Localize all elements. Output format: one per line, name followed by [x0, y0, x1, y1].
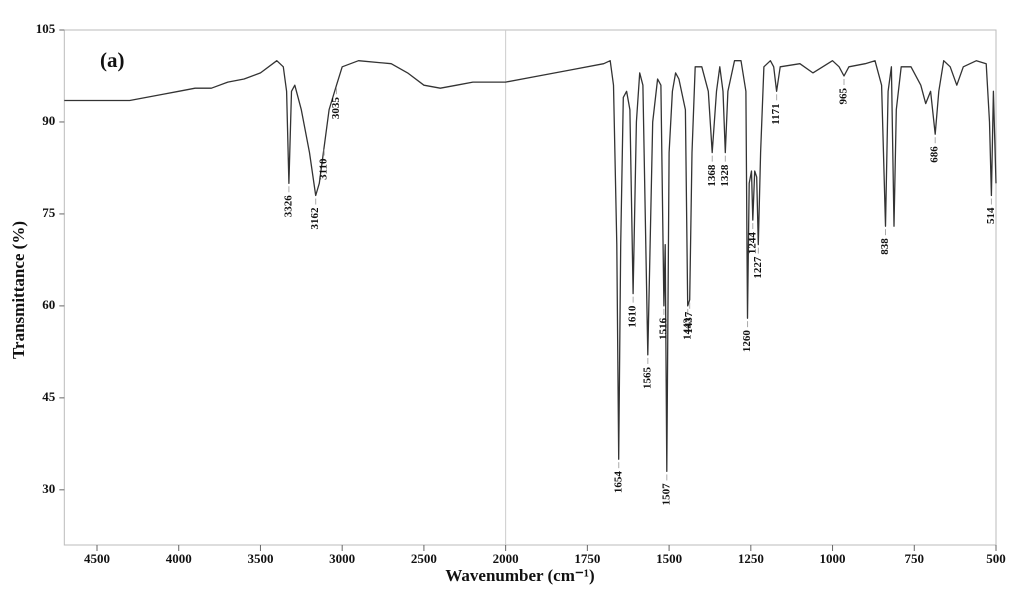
y-tick-label: 105: [36, 21, 56, 36]
peak-label: 1227: [752, 256, 764, 279]
peak-label: 965: [838, 87, 850, 104]
peak-label: 1244: [746, 232, 758, 255]
x-tick-label: 4000: [166, 551, 192, 566]
peak-label: 1437: [683, 311, 695, 334]
y-tick-label: 75: [42, 205, 56, 220]
peak-label: 1507: [660, 483, 672, 506]
peak-label: 3326: [282, 195, 294, 218]
panel-label: (a): [100, 48, 125, 72]
x-axis-label: Wavenumber (cm⁻¹): [445, 566, 594, 585]
x-tick-label: 1750: [574, 551, 600, 566]
peak-label: 1654: [612, 471, 624, 494]
peak-label: 686: [929, 146, 941, 163]
x-tick-label: 3500: [247, 551, 273, 566]
peak-label: 1610: [627, 305, 639, 328]
x-tick-label: 1000: [820, 551, 846, 566]
spectrum-line: [64, 60, 997, 473]
peak-label: 514: [985, 207, 997, 224]
peak-label: 1516: [657, 317, 669, 340]
y-tick-label: 30: [42, 481, 55, 496]
x-tick-label: 1250: [738, 551, 764, 566]
peak-label: 1368: [706, 164, 718, 187]
x-tick-label: 2000: [493, 551, 519, 566]
x-tick-label: 500: [986, 551, 1006, 566]
y-tick-label: 60: [42, 297, 55, 312]
plot-frame: [63, 29, 997, 546]
y-tick-label: 90: [42, 113, 55, 128]
x-tick-label: 4500: [84, 551, 110, 566]
peak-label: 3162: [309, 207, 321, 230]
peak-label: 1443: [681, 317, 693, 340]
x-tick-label: 3000: [329, 551, 355, 566]
x-tick-label: 2500: [411, 551, 437, 566]
peak-label: 1171: [770, 103, 782, 124]
peak-label: 1260: [741, 330, 753, 353]
peak-label: 3035: [330, 97, 342, 120]
x-tick-label: 750: [905, 551, 925, 566]
peak-label: 1565: [641, 366, 653, 389]
y-tick-label: 45: [42, 389, 56, 404]
peak-label: 3110: [318, 158, 330, 180]
peak-label: 1328: [719, 164, 731, 187]
y-axis-label: Transmittance (%): [9, 221, 28, 359]
peak-label: 838: [879, 238, 891, 255]
x-tick-label: 1500: [656, 551, 682, 566]
